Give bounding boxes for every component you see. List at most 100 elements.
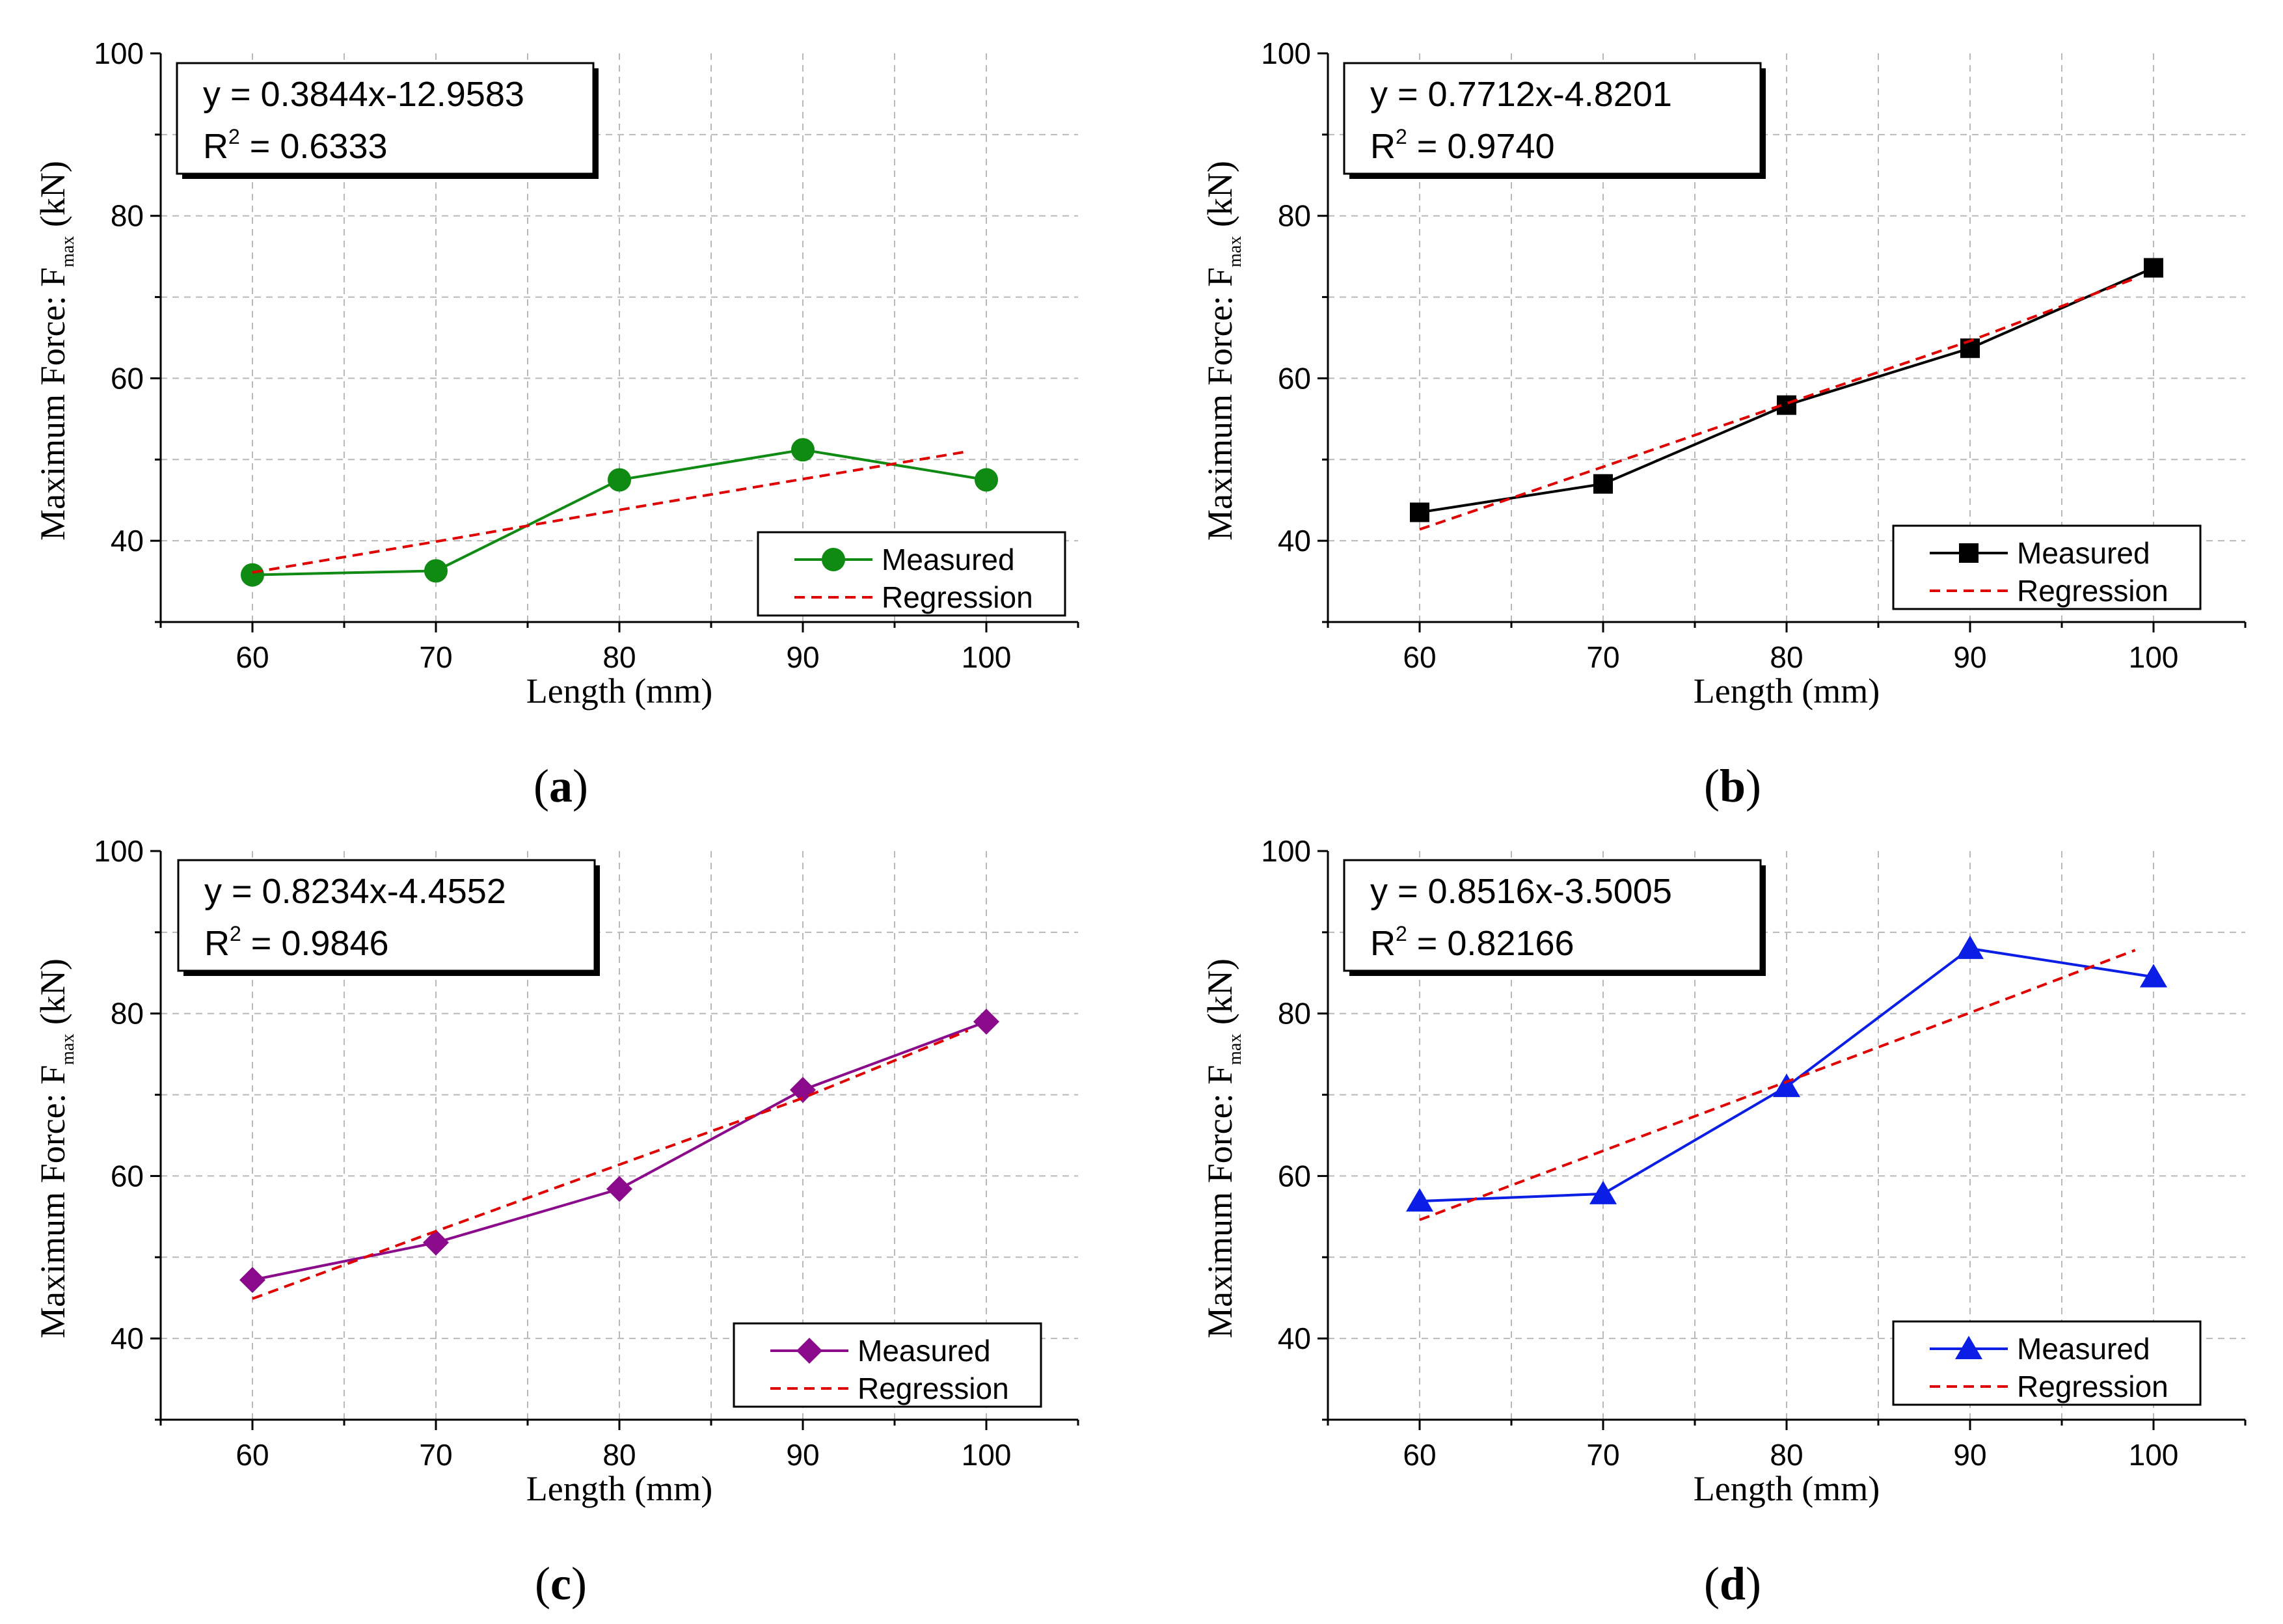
- panel-label: (d): [1704, 1558, 1761, 1610]
- measured-point: [1410, 502, 1429, 522]
- panel-label-letter: b: [1720, 760, 1746, 812]
- r-squared-exponent: 2: [230, 922, 241, 945]
- panel-label-open-paren: (: [534, 760, 549, 812]
- equation-box-shadow: [1761, 865, 1766, 976]
- legend: Measured Regression: [1892, 1320, 2202, 1406]
- equation-box-shadow: [595, 865, 600, 976]
- x-tick-label: 90: [786, 640, 819, 674]
- equation-box: y = 0.8234x-4.4552 R2 = 0.9846: [177, 859, 600, 976]
- y-tick-label: 100: [94, 834, 144, 868]
- grid: [1328, 53, 2245, 622]
- x-tick-label: 60: [236, 640, 269, 674]
- legend: Measured Regression: [1892, 524, 2202, 610]
- legend-label-measured: Measured: [858, 1334, 991, 1368]
- y-axis-title-main: Maximum Force: F: [33, 1065, 72, 1338]
- measured-point: [2140, 964, 2167, 988]
- measured-point: [1593, 474, 1613, 494]
- y-axis-title: Maximum Force: Fmax (kN): [1200, 161, 1245, 541]
- measured-point: [423, 1229, 449, 1256]
- y-axis-title-unit: (kN): [33, 161, 72, 236]
- x-tick-label: 70: [1586, 640, 1619, 674]
- x-tick-label: 90: [1953, 640, 1986, 674]
- equation-box-shadow: [1349, 174, 1766, 179]
- regression-equation: y = 0.3844x-12.9583: [203, 75, 524, 114]
- measured-point: [241, 563, 264, 587]
- regression-line: [252, 450, 969, 574]
- y-axis-title-subscript: max: [58, 1034, 78, 1065]
- x-tick-label: 70: [419, 1438, 452, 1472]
- equation-box-shadow: [1349, 971, 1766, 976]
- r-squared: R2 = 0.82166: [1370, 922, 1574, 963]
- x-tick-label: 100: [962, 640, 1012, 674]
- chart-panel-d: 60 70 80 90 100 40 60 80 100 Length (mm) Maximum F…: [1200, 834, 2247, 1610]
- measured-point: [239, 1267, 265, 1293]
- x-tick-label: 70: [1586, 1438, 1619, 1472]
- panel-label-letter: c: [550, 1558, 571, 1610]
- legend-label-measured: Measured: [882, 543, 1015, 576]
- r-squared-symbol: R: [203, 127, 228, 166]
- x-axis-title: Length (mm): [526, 1469, 712, 1508]
- legend-measured-marker: [796, 1338, 822, 1364]
- chart-panel-b: 60 70 80 90 100 40 60 80 100 Length (mm) Maximum F…: [1200, 36, 2247, 812]
- r-squared: R2 = 0.6333: [203, 125, 388, 166]
- y-axis-title: Maximum Force: Fmax (kN): [33, 958, 78, 1338]
- y-axis-title-unit: (kN): [33, 958, 72, 1033]
- r-squared-symbol: R: [1370, 127, 1396, 166]
- x-tick-label: 80: [1770, 1438, 1803, 1472]
- panel-label: (a): [534, 760, 588, 812]
- y-axis-title: Maximum Force: Fmax (kN): [33, 161, 78, 541]
- y-tick-label: 40: [111, 524, 144, 558]
- legend-measured-marker: [1959, 543, 1979, 563]
- y-axis-title-subscript: max: [58, 236, 78, 267]
- y-axis-title-main: Maximum Force: F: [1200, 267, 1239, 541]
- y-tick-label: 60: [1278, 1159, 1311, 1193]
- r-squared-value: = 0.82166: [1407, 924, 1574, 963]
- r-squared-value: = 0.9846: [241, 924, 389, 963]
- legend-measured-marker: [822, 548, 845, 571]
- x-tick-label: 60: [1403, 1438, 1436, 1472]
- panel-label-open-paren: (: [1704, 760, 1720, 812]
- panel-label-close-paren: ): [1746, 1558, 1761, 1610]
- measured-point: [1773, 1074, 1800, 1098]
- panel-label-close-paren: ): [571, 1558, 587, 1610]
- panel-label-close-paren: ): [1746, 760, 1761, 812]
- legend-frame: [733, 1322, 1042, 1408]
- panel-label: (b): [1704, 760, 1761, 812]
- equation-box: y = 0.8516x-3.5005 R2 = 0.82166: [1343, 859, 1766, 976]
- r-squared-symbol: R: [204, 924, 230, 963]
- x-axis-title: Length (mm): [1694, 671, 1880, 710]
- legend-label-regression: Regression: [2017, 1370, 2168, 1403]
- chart-panel-a: 60 70 80 90 100 40 60 80 100 Length (mm) Maximum F…: [33, 36, 1079, 812]
- regression-equation: y = 0.7712x-4.8201: [1370, 75, 1672, 114]
- chart-panel-c: 60 70 80 90 100 40 60 80 100 Length (mm) Maximum F…: [33, 834, 1079, 1610]
- regression-equation: y = 0.8234x-4.4552: [204, 872, 506, 911]
- x-tick-label: 90: [1953, 1438, 1986, 1472]
- y-axis-title-subscript: max: [1225, 236, 1245, 267]
- measured-point: [1589, 1180, 1617, 1204]
- legend: Measured Regression: [757, 531, 1066, 617]
- panel-label-letter: a: [549, 760, 573, 812]
- legend-label-regression: Regression: [2017, 574, 2168, 608]
- equation-box: y = 0.7712x-4.8201 R2 = 0.9740: [1343, 62, 1766, 179]
- measured-point: [606, 1176, 632, 1202]
- measured-point: [975, 468, 998, 492]
- x-tick-label: 90: [786, 1438, 819, 1472]
- y-tick-label: 60: [111, 1159, 144, 1193]
- x-tick-label: 100: [2129, 640, 2179, 674]
- y-tick-label: 40: [1278, 524, 1311, 558]
- x-tick-label: 80: [602, 1438, 636, 1472]
- legend-frame: [757, 531, 1066, 617]
- y-axis-title-subscript: max: [1225, 1034, 1245, 1065]
- legend-frame: [1892, 524, 2202, 610]
- y-axis-title-main: Maximum Force: F: [33, 267, 72, 541]
- r-squared-value: = 0.9740: [1407, 127, 1555, 166]
- measured-point: [2144, 258, 2163, 278]
- y-tick-label: 80: [111, 199, 144, 233]
- y-axis-title: Maximum Force: Fmax (kN): [1200, 958, 1245, 1338]
- equation-box-frame: [176, 62, 595, 175]
- panel-label: (c): [535, 1558, 587, 1610]
- r-squared-exponent: 2: [1396, 125, 1407, 148]
- r-squared-exponent: 2: [228, 125, 240, 148]
- r-squared: R2 = 0.9846: [204, 922, 389, 963]
